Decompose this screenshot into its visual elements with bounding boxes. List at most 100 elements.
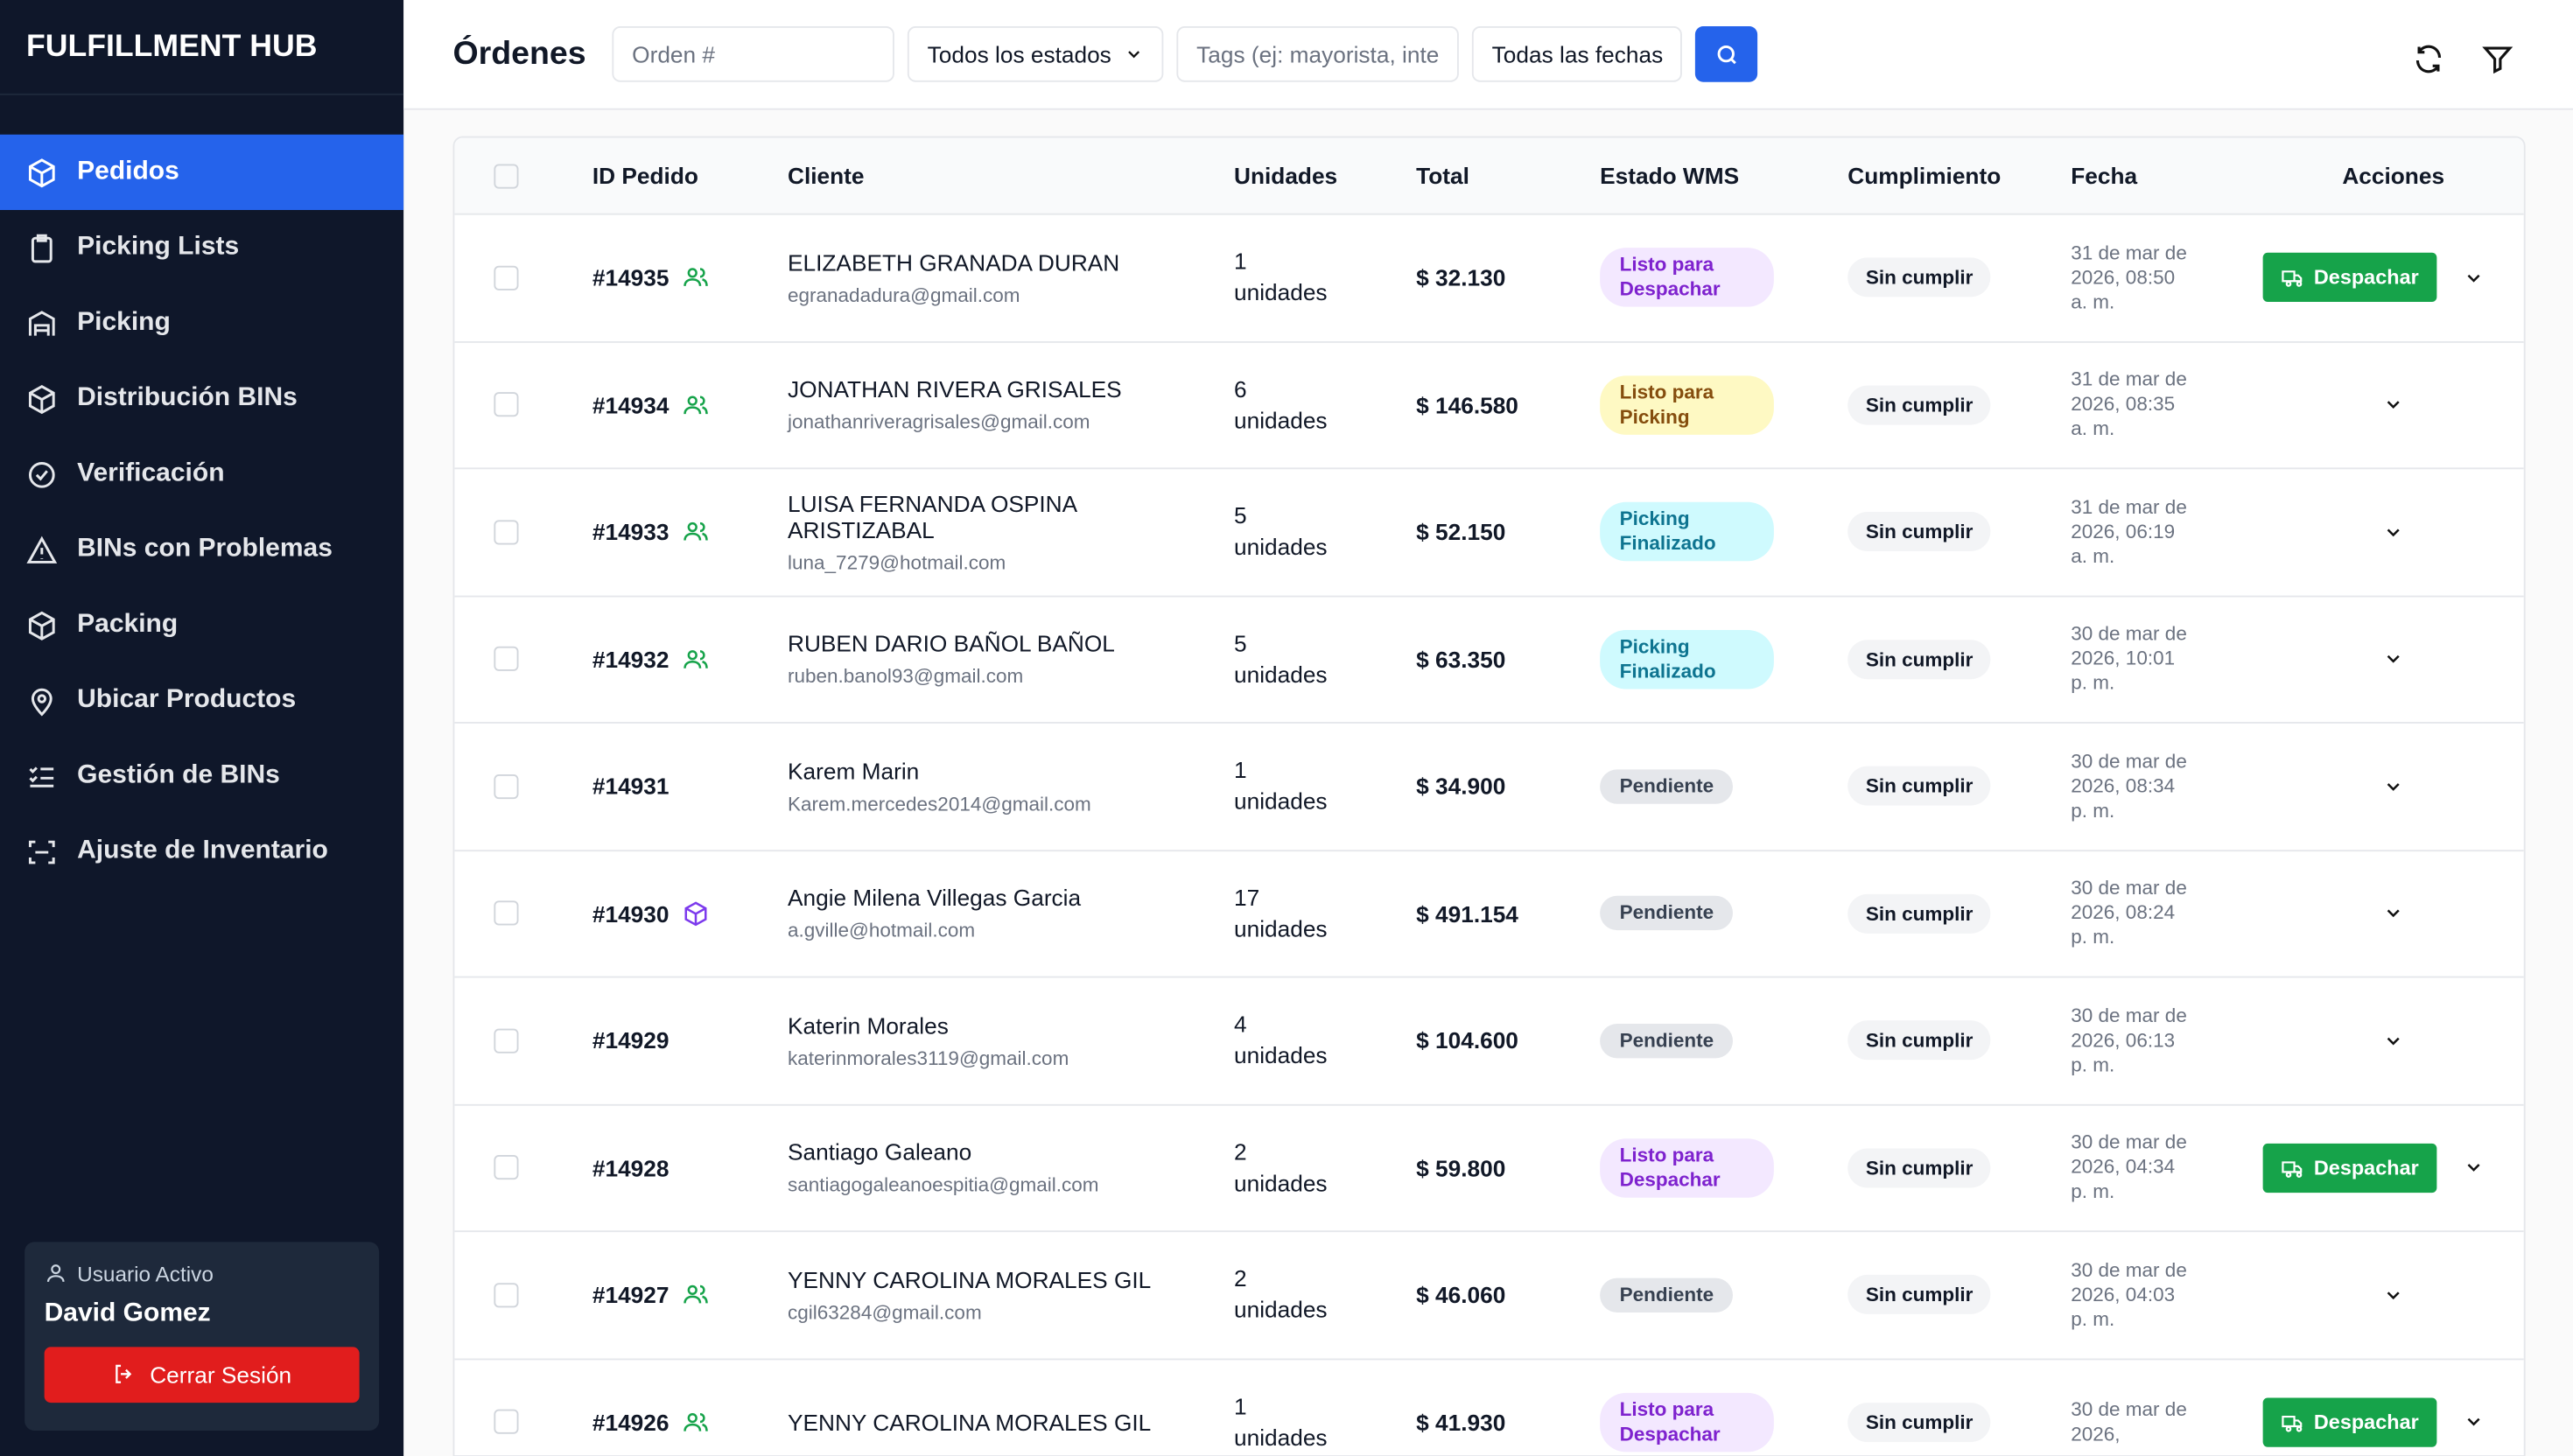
fulfillment-cell: Sin cumplir bbox=[1847, 1275, 2071, 1315]
units: 6 bbox=[1234, 374, 1247, 402]
nav-item[interactable]: BINs con Problemas bbox=[0, 512, 403, 587]
group-icon bbox=[683, 649, 708, 668]
units: 4 bbox=[1234, 1011, 1247, 1038]
nav-icon bbox=[31, 687, 53, 716]
client-cell: LUISA FERNANDA OSPINA ARISTIZABAL luna_72… bbox=[788, 490, 1234, 574]
order-date: 30 de mar de 2026, 08:24 p. m. bbox=[2071, 876, 2187, 949]
actions-cell bbox=[2263, 1284, 2524, 1306]
brand: FULFILLMENT HUB bbox=[0, 0, 404, 95]
units: 5 bbox=[1234, 629, 1247, 656]
client-cell: ELIZABETH GRANADA DURAN egranadadura@gmai… bbox=[788, 249, 1234, 307]
units-cell: 5 unidades bbox=[1234, 628, 1416, 690]
order-id: #14931 bbox=[592, 773, 670, 800]
nav-label: Gestión de BINs bbox=[77, 761, 280, 789]
order-id: #14929 bbox=[592, 1027, 670, 1054]
row-checkbox[interactable] bbox=[494, 647, 519, 672]
date-select[interactable]: Todas las fechas bbox=[1472, 26, 1683, 82]
actions-cell: Despachar bbox=[2262, 253, 2524, 303]
units: 5 bbox=[1234, 502, 1247, 529]
expand-button[interactable] bbox=[2383, 1030, 2404, 1051]
nav-item[interactable]: Verificación bbox=[0, 437, 403, 512]
nav-item[interactable]: Packing bbox=[0, 587, 403, 662]
nav-item[interactable]: Ajuste de Inventario bbox=[0, 814, 403, 889]
expand-button[interactable] bbox=[2383, 1284, 2404, 1306]
units-label: unidades bbox=[1234, 533, 1328, 560]
refresh-button[interactable] bbox=[2412, 43, 2445, 76]
row-checkbox[interactable] bbox=[494, 265, 519, 290]
fulfillment-badge: Sin cumplir bbox=[1847, 766, 1992, 807]
row-checkbox[interactable] bbox=[494, 1410, 519, 1435]
units: 1 bbox=[1234, 1392, 1247, 1419]
status-select[interactable]: Todos los estados bbox=[908, 26, 1164, 82]
tags-input[interactable]: Tags (ej: mayorista, inte bbox=[1176, 26, 1460, 82]
search-button[interactable] bbox=[1695, 26, 1758, 82]
logout-button[interactable]: Cerrar Sesión bbox=[44, 1346, 360, 1403]
order-id: #14934 bbox=[592, 391, 670, 418]
nav-item[interactable]: Picking bbox=[0, 285, 403, 360]
units-cell: 2 unidades bbox=[1234, 1264, 1416, 1326]
row-checkbox[interactable] bbox=[494, 900, 519, 926]
order-row: #14929 Katerin Morales katerinmorales3119@… bbox=[454, 978, 2524, 1105]
nav-item[interactable]: Distribución BINs bbox=[0, 361, 403, 437]
dispatch-button[interactable]: Despachar bbox=[2262, 253, 2437, 303]
units-cell: 4 unidades bbox=[1234, 1010, 1416, 1072]
units-label: unidades bbox=[1234, 914, 1328, 942]
expand-button[interactable] bbox=[2383, 648, 2404, 669]
client-name: YENNY CAROLINA MORALES GIL bbox=[788, 1409, 1152, 1436]
select-all[interactable] bbox=[494, 163, 519, 188]
status-cell: Listo para Despachar bbox=[1600, 1138, 1847, 1198]
expand-button[interactable] bbox=[2383, 775, 2404, 796]
client-cell: RUBEN DARIO BAÑOL BAÑOL ruben.banol93@gma… bbox=[788, 630, 1234, 688]
dispatch-label: Despachar bbox=[2313, 1156, 2419, 1180]
row-checkbox[interactable] bbox=[494, 519, 519, 545]
column-header: Total bbox=[1416, 162, 1469, 189]
total: $ 34.900 bbox=[1416, 773, 1506, 800]
dispatch-label: Despachar bbox=[2313, 266, 2419, 290]
client-name: Karem Marin bbox=[788, 757, 920, 784]
row-checkbox[interactable] bbox=[494, 1155, 519, 1180]
nav-item[interactable]: Pedidos bbox=[0, 134, 404, 210]
nav-icon bbox=[28, 310, 55, 335]
order-row: #14933 LUISA FERNANDA OSPINA ARISTIZABAL l… bbox=[454, 469, 2524, 597]
actions-cell bbox=[2263, 903, 2524, 924]
units-label: unidades bbox=[1234, 279, 1328, 306]
nav-label: BINs con Problemas bbox=[77, 535, 333, 564]
client-cell: JONATHAN RIVERA GRISALES jonathanriveragr… bbox=[788, 376, 1234, 434]
user-name: David Gomez bbox=[44, 1298, 211, 1326]
fulfillment-cell: Sin cumplir bbox=[1847, 512, 2071, 552]
units-cell: 5 unidades bbox=[1234, 500, 1416, 563]
nav-item[interactable]: Ubicar Productos bbox=[0, 663, 403, 738]
expand-button[interactable] bbox=[2383, 394, 2404, 415]
row-checkbox[interactable] bbox=[494, 1282, 519, 1307]
expand-button[interactable] bbox=[2463, 1157, 2484, 1178]
row-checkbox[interactable] bbox=[494, 1028, 519, 1054]
order-id-cell: #14930 bbox=[592, 900, 788, 927]
row-checkbox[interactable] bbox=[494, 774, 519, 799]
order-input[interactable]: Orden # bbox=[612, 26, 895, 82]
fulfillment-badge: Sin cumplir bbox=[1847, 639, 1992, 679]
actions-cell bbox=[2263, 648, 2524, 669]
nav-icon bbox=[31, 233, 53, 262]
units-cell: 17 unidades bbox=[1234, 882, 1416, 944]
units: 2 bbox=[1234, 1138, 1247, 1165]
fulfillment-cell: Sin cumplir bbox=[1847, 639, 2071, 679]
order-id-cell: #14932 bbox=[592, 646, 788, 672]
expand-button[interactable] bbox=[2463, 1411, 2484, 1432]
dispatch-button[interactable]: Despachar bbox=[2262, 1143, 2437, 1193]
client-cell: YENNY CAROLINA MORALES GIL bbox=[788, 1409, 1234, 1435]
chevron bbox=[1128, 51, 1140, 59]
order-date: 31 de mar de 2026, 08:35 a. m. bbox=[2071, 368, 2187, 440]
dispatch-button[interactable]: Despachar bbox=[2262, 1397, 2437, 1447]
nav-item[interactable]: Picking Lists bbox=[0, 210, 403, 285]
order-date: 30 de mar de 2026, 06:13 p. m. bbox=[2071, 1004, 2187, 1076]
expand-button[interactable] bbox=[2383, 522, 2404, 542]
row-checkbox[interactable] bbox=[494, 392, 519, 417]
nav-item[interactable]: Gestión de BINs bbox=[0, 738, 403, 814]
expand-button[interactable] bbox=[2383, 903, 2404, 924]
client-cell: Santiago Galeano santiagogaleanoespitia@g… bbox=[788, 1139, 1234, 1197]
order-date: 31 de mar de 2026, 06:19 a. m. bbox=[2071, 494, 2187, 568]
fulfillment-cell: Sin cumplir bbox=[1847, 766, 2071, 807]
nav-icon bbox=[28, 839, 55, 864]
filter-button[interactable] bbox=[2481, 43, 2514, 76]
expand-button[interactable] bbox=[2463, 267, 2484, 288]
